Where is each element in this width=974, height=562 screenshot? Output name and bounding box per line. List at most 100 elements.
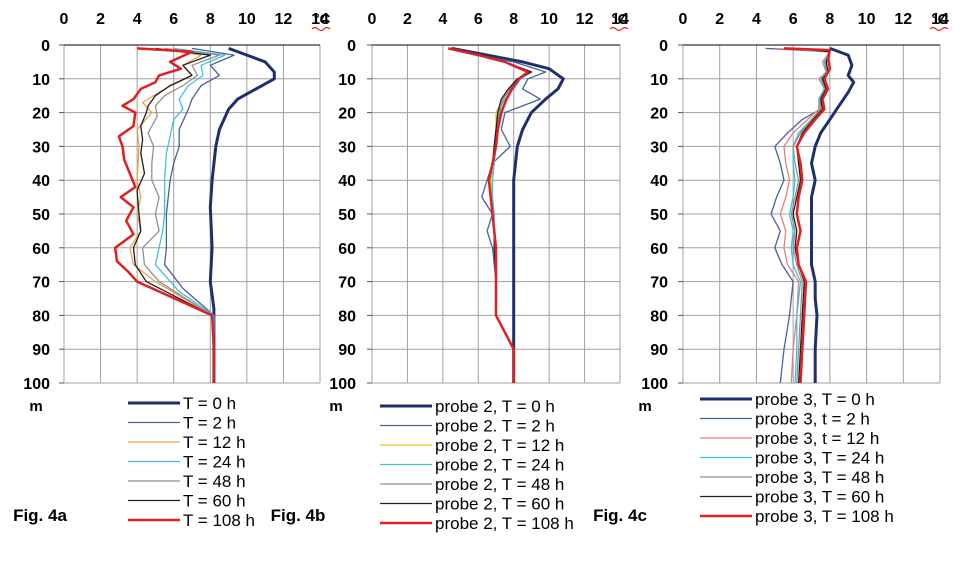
y-tick-label: 30 <box>32 139 50 156</box>
x-tick-label: 2 <box>96 11 105 28</box>
legend-label: probe 3, T = 0 h <box>755 390 875 409</box>
x-tick-label: 10 <box>540 11 558 28</box>
series-line <box>132 47 215 383</box>
chart-panel-2: 0 2 4 6 8 10 12 14 0 10 20 30 40 50 60 70 80 90 100 °C m prob… <box>271 11 629 533</box>
y-tick-label: 0 <box>659 38 668 55</box>
x-tick-label: 14 <box>611 11 629 28</box>
series-line <box>783 47 831 384</box>
y-tick-label: 30 <box>338 139 356 156</box>
x-tick-label: 6 <box>474 11 483 28</box>
x-tick-label: 12 <box>576 11 594 28</box>
y-tick-label: 20 <box>650 106 668 123</box>
series-line <box>141 47 221 383</box>
y-unit-label: m <box>638 398 651 415</box>
series-line <box>783 47 832 384</box>
y-tick-label: 40 <box>32 173 50 190</box>
y-tick-label: 50 <box>32 207 50 224</box>
y-tick-label: 60 <box>650 241 668 258</box>
x-tick-label: 2 <box>715 11 724 28</box>
x-tick-label: 10 <box>858 11 876 28</box>
y-tick-label: 90 <box>338 342 356 359</box>
series-line <box>774 47 831 384</box>
figure-label: Fig. 4a <box>13 506 67 525</box>
legend: T = 0 hT = 2 hT = 12 hT = 24 hT = 48 hT … <box>128 394 255 530</box>
legend-label: probe 2, T = 24 h <box>435 456 564 475</box>
y-tick-label: 40 <box>650 173 668 190</box>
x-tick-label: 12 <box>894 11 912 28</box>
legend-label: probe 3, T = 108 h <box>755 507 894 526</box>
x-tick-label: 0 <box>679 11 688 28</box>
y-tick-label: 10 <box>32 72 50 89</box>
x-unit-label: °C <box>314 11 331 28</box>
x-tick-label: 14 <box>931 11 949 28</box>
x-tick-label: 12 <box>275 11 293 28</box>
legend-label: T = 108 h <box>183 511 255 530</box>
series-line <box>208 46 276 383</box>
legend-label: T = 48 h <box>183 472 246 491</box>
legend-label: probe 2, T = 108 h <box>435 514 574 533</box>
legend-label: T = 60 h <box>183 492 246 511</box>
y-tick-label: 10 <box>650 72 668 89</box>
y-tick-label: 60 <box>338 241 356 258</box>
series-line <box>810 46 856 383</box>
x-tick-label: 8 <box>206 11 215 28</box>
y-tick-label: 90 <box>32 342 50 359</box>
x-tick-label: 4 <box>752 11 761 28</box>
legend-label: T = 12 h <box>183 433 246 452</box>
x-tick-label: 6 <box>169 11 178 28</box>
legend-label: probe 2, T = 60 h <box>435 495 564 514</box>
chart-panel-1: 0 2 4 6 8 10 12 14 0 10 20 30 40 50 60 70 80 90 100 °C m T = … <box>13 11 331 530</box>
y-tick-label: 40 <box>338 173 356 190</box>
x-tick-label: 2 <box>403 11 412 28</box>
x-tick-label: 10 <box>238 11 256 28</box>
x-tick-label: 0 <box>368 11 377 28</box>
spellcheck-underline <box>311 26 331 32</box>
y-tick-label: 50 <box>650 207 668 224</box>
legend-label: T = 0 h <box>183 394 236 413</box>
legend-label: T = 24 h <box>183 453 246 472</box>
x-tick-label: 0 <box>60 11 69 28</box>
chart-panel-3: 0 2 4 6 8 10 12 14 0 10 20 30 40 50 60 70 80 90 100 °C m prob… <box>593 11 949 526</box>
legend-label: probe 3, T = 60 h <box>755 488 884 507</box>
y-tick-label: 90 <box>650 342 668 359</box>
x-unit-label: °C <box>932 11 949 28</box>
y-tick-label: 20 <box>32 106 50 123</box>
series-line <box>790 47 831 384</box>
legend-label: probe 2, T = 48 h <box>435 475 564 494</box>
y-tick-label: 70 <box>32 275 50 292</box>
y-unit-label: m <box>29 398 42 415</box>
y-unit-label: m <box>329 398 342 415</box>
y-tick-label: 100 <box>23 376 50 393</box>
series-line <box>113 47 216 383</box>
series-line <box>451 46 565 383</box>
x-tick-label: 14 <box>311 11 329 28</box>
y-tick-label: 100 <box>641 376 668 393</box>
legend-label: probe 3, T = 48 h <box>755 468 884 487</box>
y-tick-label: 100 <box>329 376 356 393</box>
figure-label: Fig. 4c <box>593 506 647 525</box>
figure-label: Fig. 4b <box>271 506 326 525</box>
legend-label: probe 3, T = 24 h <box>755 449 884 468</box>
spellcheck-underline <box>609 26 629 32</box>
legend-label: probe 2, T = 12 h <box>435 436 564 455</box>
legend-label: T = 2 h <box>183 414 236 433</box>
series-line <box>451 47 547 383</box>
y-tick-label: 30 <box>650 139 668 156</box>
y-tick-label: 10 <box>338 72 356 89</box>
y-tick-label: 20 <box>338 106 356 123</box>
y-tick-label: 50 <box>338 207 356 224</box>
spellcheck-underline <box>929 26 949 32</box>
legend-label: probe 2. T = 2 h <box>435 417 555 436</box>
y-tick-label: 80 <box>650 308 668 325</box>
y-tick-label: 0 <box>347 38 356 55</box>
y-tick-label: 70 <box>650 275 668 292</box>
series-line <box>129 47 215 383</box>
y-tick-label: 70 <box>338 275 356 292</box>
legend-label: probe 3, t = 2 h <box>755 410 870 429</box>
series-line <box>163 47 235 383</box>
y-tick-label: 80 <box>32 308 50 325</box>
x-tick-label: 8 <box>509 11 518 28</box>
y-tick-label: 80 <box>338 308 356 325</box>
